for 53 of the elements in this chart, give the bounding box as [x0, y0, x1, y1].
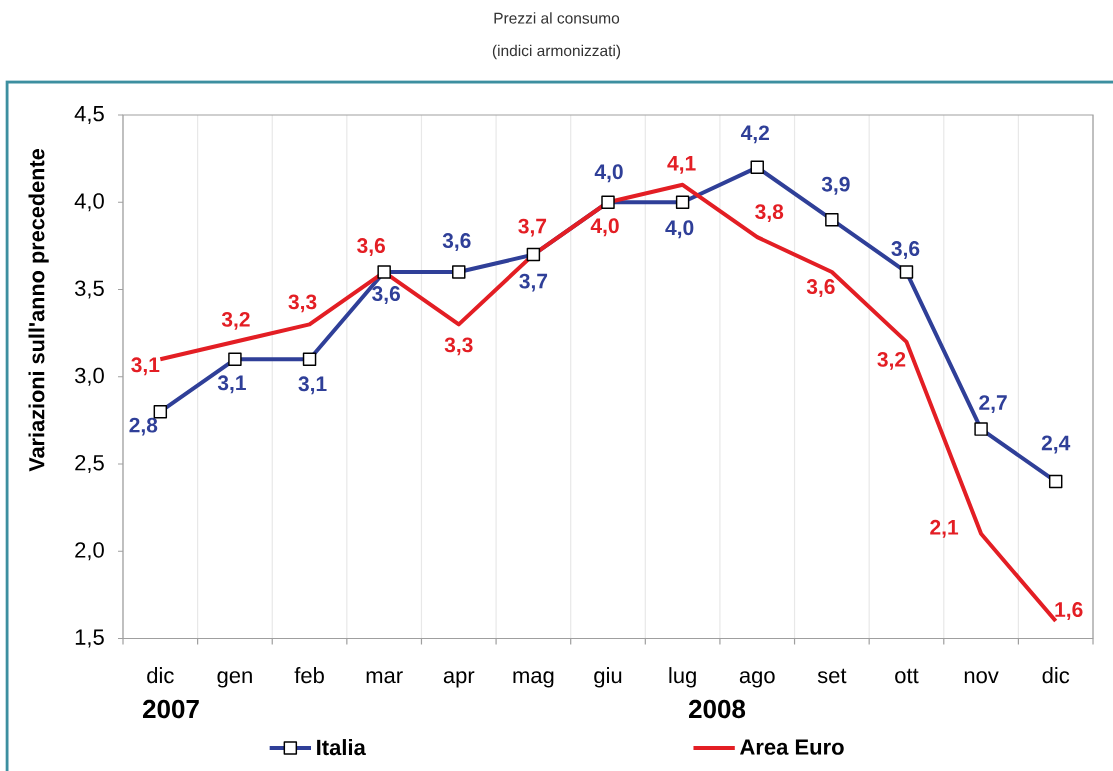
data-label: 4,0 — [594, 164, 623, 183]
data-label: 3,1 — [131, 357, 160, 376]
y-tick-label: 2,0 — [75, 542, 104, 561]
data-label: 2,7 — [979, 395, 1007, 414]
data-label: 4,2 — [740, 125, 769, 144]
data-label: 2,8 — [129, 417, 158, 436]
x-tick-label: ago — [739, 671, 775, 688]
data-label: 1,6 — [1055, 602, 1083, 621]
y-tick-label: 3,5 — [74, 280, 104, 299]
y-axis-title: Variazioni sull'anno precedente — [28, 149, 49, 472]
legend-label: Area Euro — [740, 739, 844, 755]
data-label: 3,3 — [288, 294, 317, 313]
text: 2007 — [142, 699, 199, 719]
chart-title: Prezzi al consumo — [494, 12, 620, 24]
data-label: 2,1 — [930, 519, 959, 538]
data-label: 3,2 — [221, 311, 250, 330]
x-tick-label: ott — [895, 668, 919, 684]
y-tick-label: 3,0 — [74, 367, 104, 386]
data-label: 3,6 — [806, 279, 835, 297]
data-label: 3,3 — [444, 337, 473, 356]
data-label: 4,0 — [665, 220, 694, 239]
data-label: 3,1 — [217, 375, 246, 394]
x-tick-label: lug — [669, 667, 696, 688]
data-label: 4,1 — [667, 155, 696, 174]
x-tick-label: feb — [294, 667, 324, 684]
x-tick-label: mag — [513, 671, 554, 688]
data-label: 3,2 — [877, 351, 906, 370]
data-label: 4,0 — [590, 218, 619, 237]
data-label: 3,6 — [372, 286, 400, 304]
x-tick-label: apr — [443, 671, 475, 688]
y-tick-label: 4,0 — [74, 193, 104, 212]
data-label: 3,9 — [821, 176, 850, 195]
data-label: 3,6 — [357, 238, 385, 256]
data-label: 3,8 — [755, 204, 784, 223]
data-label: 2,4 — [1041, 435, 1071, 454]
x-tick-label: nov — [964, 671, 999, 684]
x-tick-label: giu — [594, 667, 622, 688]
data-label: 3,1 — [298, 376, 327, 395]
x-tick-label: gen — [217, 671, 252, 688]
text: 2008 — [688, 699, 746, 719]
data-label: 3,6 — [442, 233, 471, 251]
legend-label: Italia — [317, 739, 366, 756]
x-tick-label: set — [817, 668, 847, 684]
data-label: 3,7 — [518, 218, 547, 237]
x-tick-label: mar — [366, 671, 403, 684]
x-tick-label: dic — [1042, 667, 1070, 684]
data-label: 3,6 — [891, 241, 920, 259]
x-tick-label: dic — [147, 667, 174, 684]
y-tick-label: 1,5 — [75, 629, 104, 648]
y-tick-label: 2,5 — [75, 454, 104, 474]
chart-subtitle: (indici armonizzati) — [492, 44, 621, 60]
y-tick-label: 4,5 — [74, 106, 104, 124]
data-label: 3,7 — [519, 273, 548, 292]
